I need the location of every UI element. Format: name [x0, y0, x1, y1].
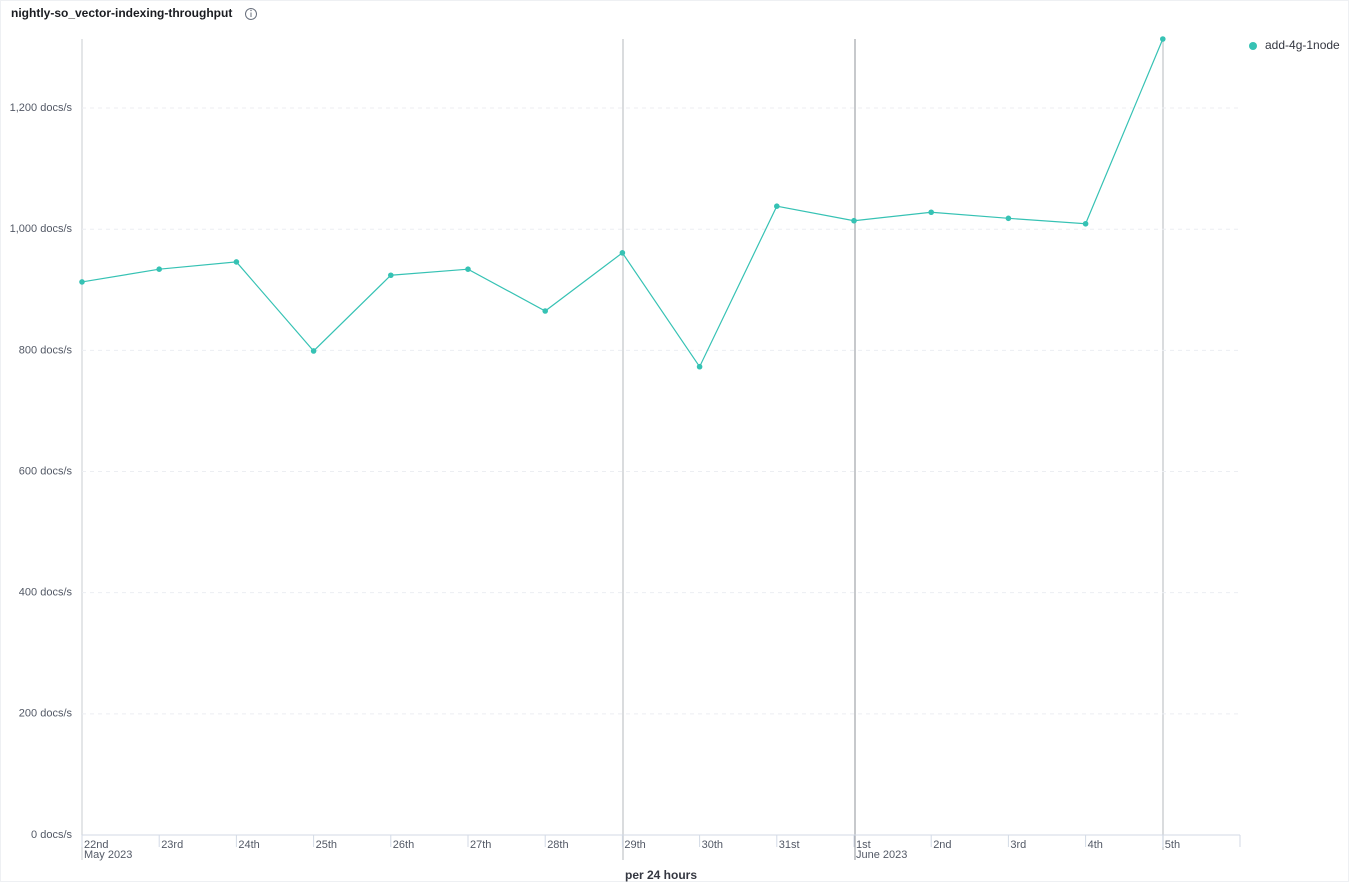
data-point	[465, 266, 471, 272]
data-point	[1005, 215, 1012, 222]
data-point	[388, 272, 394, 279]
y-tick-label: 600 docs/s	[19, 465, 73, 477]
legend-item[interactable]: add-4g-1node	[1249, 38, 1340, 52]
x-tick-label: 30th	[702, 839, 723, 851]
x-tick-label: 27th	[470, 839, 491, 851]
x-group-label: June 2023	[856, 849, 907, 861]
x-tick-label: 4th	[1088, 839, 1103, 851]
chart-title: nightly-so_vector-indexing-throughput	[11, 6, 232, 20]
x-tick-label: 5th	[1165, 839, 1180, 851]
y-tick-label: 800 docs/s	[19, 344, 73, 356]
x-tick-label: 2nd	[933, 839, 951, 851]
x-tick-label: 24th	[238, 839, 259, 851]
data-point	[542, 308, 548, 314]
x-tick-label: 23rd	[161, 839, 183, 851]
x-tick-label: 25th	[316, 839, 337, 851]
data-point	[928, 209, 934, 216]
x-tick-label: 28th	[547, 839, 568, 851]
y-tick-label: 200 docs/s	[19, 708, 73, 720]
y-tick-label: 1,000 docs/s	[10, 223, 73, 235]
legend-swatch	[1249, 42, 1257, 50]
data-point	[696, 363, 703, 370]
x-tick-label: 26th	[393, 839, 414, 851]
data-point	[1082, 220, 1089, 227]
x-tick-label: 3rd	[1010, 839, 1026, 851]
info-icon[interactable]	[245, 8, 257, 20]
data-point	[774, 203, 780, 209]
data-point	[1160, 36, 1166, 42]
y-tick-label: 1,200 docs/s	[10, 102, 73, 114]
series-line	[81, 38, 1164, 368]
data-point	[233, 259, 240, 265]
x-tick-label: 22nd	[84, 839, 108, 851]
x-tick-label: 1st	[856, 839, 871, 851]
data-point	[619, 250, 626, 256]
y-tick-label: 0 docs/s	[31, 829, 72, 841]
data-point	[851, 217, 857, 224]
x-axis-title: per 24 hours	[625, 868, 697, 882]
legend-label: add-4g-1node	[1265, 38, 1340, 52]
x-tick-label: 31st	[779, 839, 800, 851]
data-point	[79, 279, 85, 285]
y-tick-label: 400 docs/s	[19, 587, 73, 599]
data-point	[156, 266, 162, 272]
x-group-label: May 2023	[84, 849, 132, 861]
data-point	[310, 348, 317, 354]
x-tick-label: 29th	[624, 839, 645, 851]
